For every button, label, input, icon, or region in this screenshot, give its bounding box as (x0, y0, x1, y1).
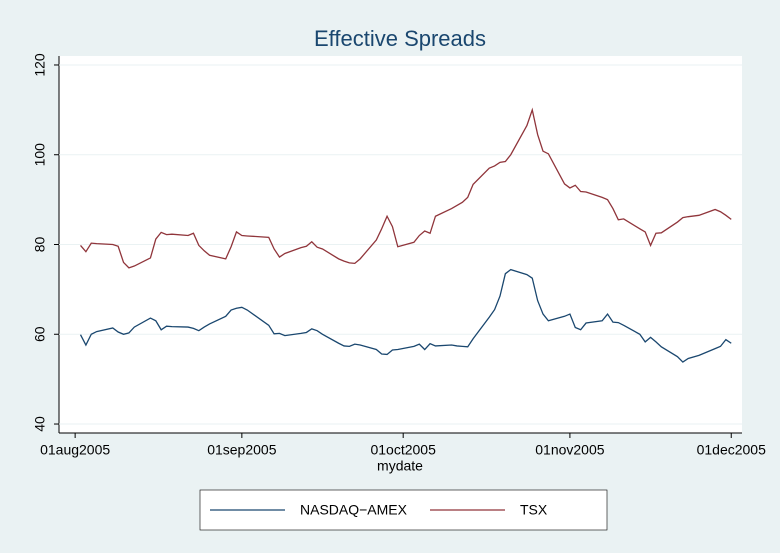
series-line (80, 107, 732, 269)
y-tick-label: 120 (32, 53, 48, 77)
x-tick-label: 01dec2005 (697, 442, 767, 458)
x-tick-label: 01sep2005 (207, 442, 277, 458)
legend-label: NASDAQ−AMEX (300, 502, 408, 518)
x-tick-label: 01aug2005 (40, 442, 110, 458)
x-tick-label: 01nov2005 (535, 442, 605, 458)
y-tick-label: 40 (32, 416, 48, 432)
y-tick-label: 80 (32, 237, 48, 253)
x-tick-label: 01oct2005 (370, 442, 436, 458)
y-tick-label: 60 (32, 326, 48, 342)
legend-label: TSX (520, 502, 548, 518)
y-tick-label: 100 (32, 143, 48, 167)
chart-title: Effective Spreads (314, 26, 486, 51)
series-line (79, 268, 732, 363)
x-axis-label: mydate (377, 458, 423, 474)
